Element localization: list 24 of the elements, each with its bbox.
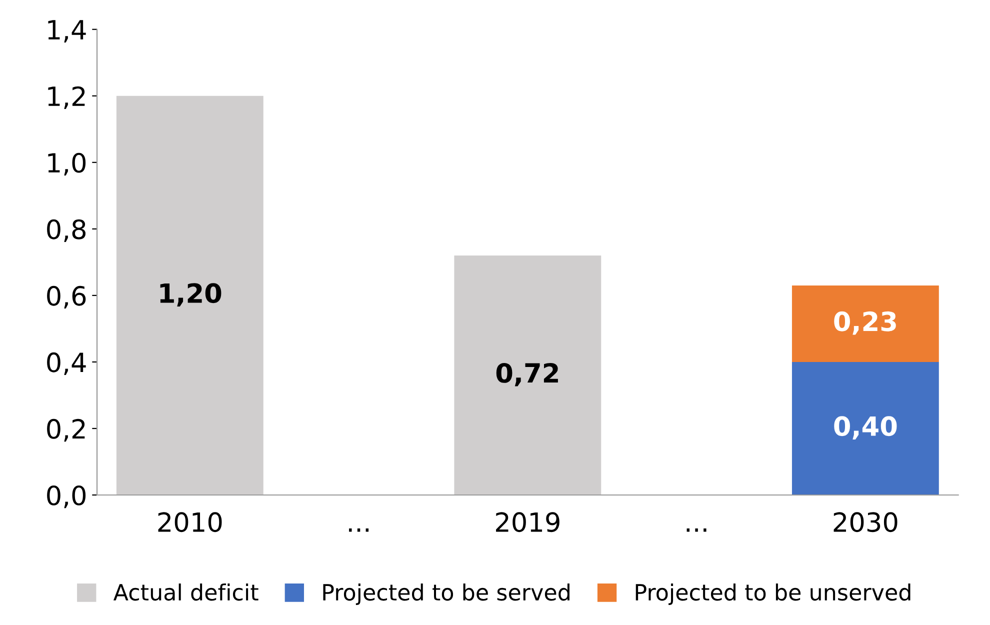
bar [792, 362, 939, 495]
y-tick-label: 0,0 [47, 485, 86, 508]
y-tick-label: 1,0 [48, 152, 86, 176]
y-tick-label: 0,2 [47, 418, 85, 442]
y-tick-label: 0,6 [47, 286, 86, 309]
bar [116, 96, 264, 495]
y-tick-label: 1,2 [48, 86, 85, 109]
x-tick-label: ... [686, 528, 706, 532]
x-tick-label: 2030 [834, 512, 898, 532]
x-tick-label: 2010 [158, 512, 222, 532]
legend-label: Projected to be unserved [636, 583, 910, 605]
data-label: 0,23 [834, 311, 896, 335]
legend-label: Projected to be served [323, 583, 570, 605]
bar [792, 285, 939, 362]
y-tick-label: 0,8 [47, 219, 86, 242]
data-label: 0,40 [834, 416, 897, 440]
data-label: 0,72 [496, 362, 558, 386]
legend-label: Actual deficit [113, 583, 258, 601]
y-tick-label: 1,4 [48, 20, 86, 42]
y-tick-label: 0,4 [47, 352, 86, 376]
x-tick-label: ... [349, 528, 369, 532]
bar [454, 256, 602, 495]
x-tick-label: 2019 [496, 512, 560, 532]
data-label: 1,20 [160, 283, 222, 306]
